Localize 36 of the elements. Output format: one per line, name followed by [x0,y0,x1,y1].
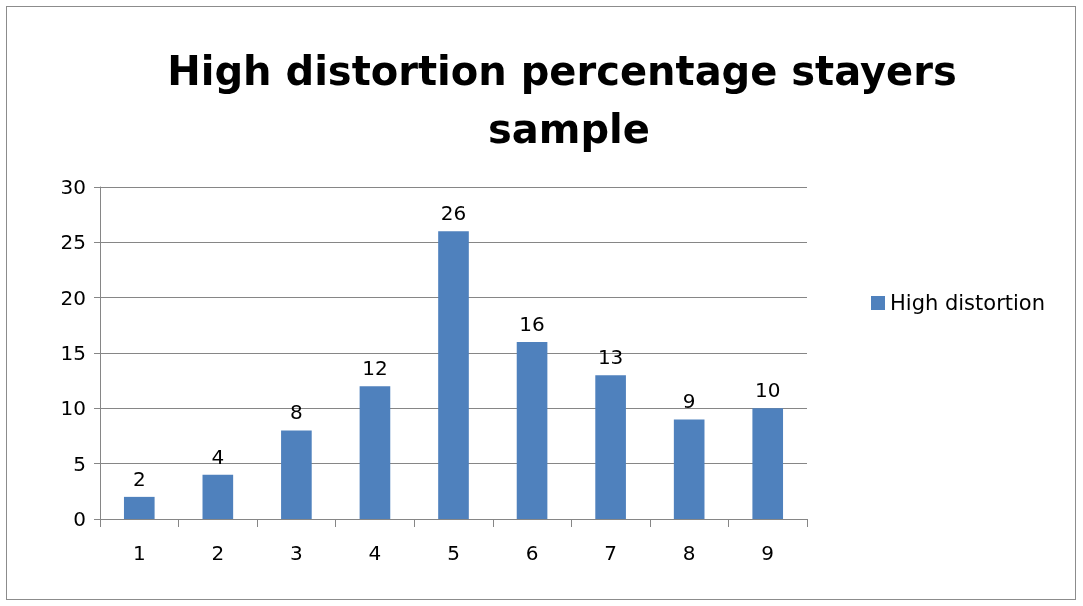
x-tick-label: 6 [525,541,539,565]
data-label: 10 [755,378,781,403]
bar [359,386,391,519]
x-tick-label: 2 [211,541,225,565]
data-label: 4 [211,444,225,469]
x-tick-label: 4 [368,541,382,565]
data-label: 12 [362,356,388,381]
legend-label: High distortion [890,291,1046,315]
x-tick-label: 5 [447,541,460,565]
x-tick-label: 3 [290,541,303,565]
bar [202,474,234,519]
bar [123,496,155,519]
bar [752,408,784,519]
data-label: 9 [682,389,696,414]
chart-title: High distortion percentage stayers sample [167,48,957,152]
x-tick-label: 8 [682,541,696,565]
x-tick-label: 1 [132,541,146,565]
bar [516,341,548,519]
data-label: 2 [132,466,146,491]
data-label: 16 [519,311,545,336]
y-tick-label: 30 [60,175,86,199]
bar [438,231,469,519]
y-tick-label: 5 [73,451,86,476]
x-tick-label: 9 [761,541,775,565]
data-label: 8 [290,400,303,425]
bar [595,375,626,519]
y-tick-label: 25 [60,230,86,255]
data-label: 26 [440,201,467,226]
y-tick-label: 20 [60,285,86,310]
y-tick-label: 10 [60,396,86,421]
y-tick-label: 15 [60,341,86,365]
data-label: 13 [597,345,624,370]
x-tick-label: 7 [604,541,617,565]
bar [673,419,705,519]
bar [281,430,312,519]
y-tick-label: 0 [73,507,86,531]
